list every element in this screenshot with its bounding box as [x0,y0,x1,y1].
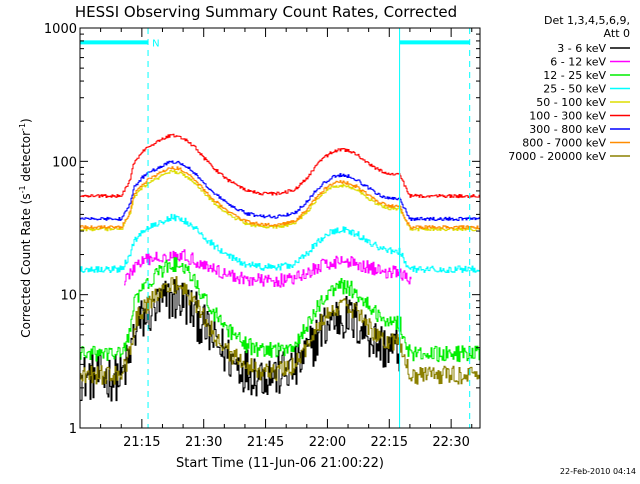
legend-label: 100 - 300 keV [529,110,606,123]
legend-label: 3 - 6 keV [557,42,606,55]
series-line [124,249,412,288]
legend-label: 7000 - 20000 keV [508,150,606,163]
x-tick-label: 21:45 [247,435,284,450]
chart-title: HESSI Observing Summary Count Rates, Cor… [75,3,457,21]
x-tick-label: 21:30 [185,435,222,450]
x-tick-label: 21:15 [123,435,160,450]
legend-label: 12 - 25 keV [543,69,606,82]
legend-label: 6 - 12 keV [550,56,606,69]
y-axis-label-main: Corrected Count Rate (s [19,193,33,337]
x-tick-label: 22:30 [432,435,469,450]
series-line [80,160,481,221]
legend-label: 50 - 100 keV [536,96,606,109]
footer-timestamp: 22-Feb-2010 04:14 [560,467,636,476]
y-tick-label: 1 [69,422,77,437]
x-tick-label: 22:00 [309,435,346,450]
y-axis-label-end: ) [19,118,33,123]
x-tick-label: 22:15 [371,435,408,450]
series-line [80,169,481,232]
y-axis-label-sup2: -1 [18,123,27,131]
y-axis: 1 10 100 1000 [44,22,480,437]
flag-label: N [152,38,159,49]
legend-label: 800 - 7000 keV [522,137,606,150]
series-line [80,213,481,273]
y-axis-label-sup1: -1 [18,185,27,193]
y-tick-label: 1000 [44,22,77,37]
series-layer [80,133,481,402]
y-tick-label: 10 [60,289,77,304]
y-axis-label: Corrected Count Rate (s-1 detector-1) [18,118,33,337]
plot-frame [79,27,481,429]
series-line [80,133,481,199]
x-axis: 21:15 21:30 21:45 22:00 22:15 22:30 [100,28,473,450]
legend-header-line2: Att 0 [604,27,630,40]
legend-header-line1: Det 1,3,4,5,6,9, [544,14,630,27]
legend-label: 300 - 800 keV [529,123,606,136]
legend-label: 25 - 50 keV [543,83,606,96]
series-line [80,276,481,385]
y-axis-label-mid: detector [19,131,33,186]
x-axis-label: Start Time (11-Jun-06 21:00:22) [176,456,384,471]
night-markers: N [79,28,471,428]
series-line [80,257,481,363]
series-line [80,166,481,230]
y-tick-label: 100 [52,155,77,170]
